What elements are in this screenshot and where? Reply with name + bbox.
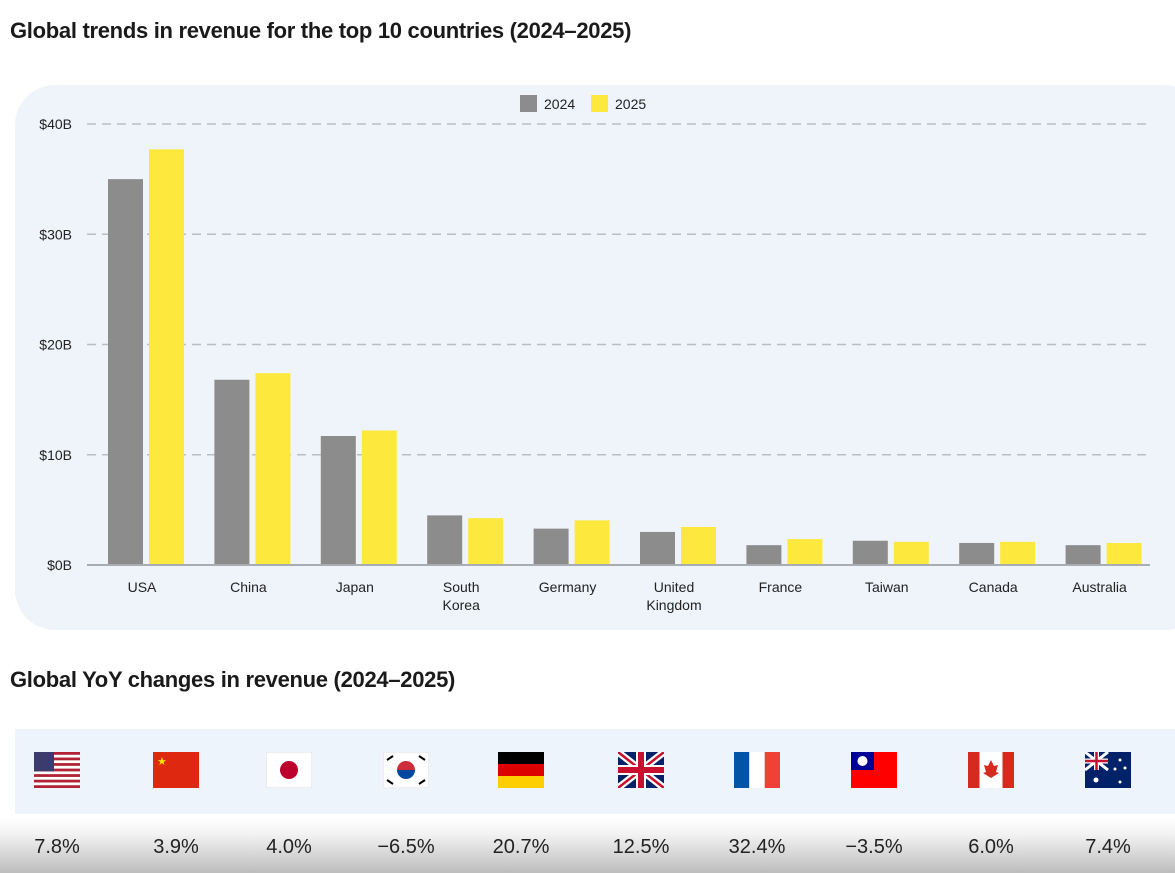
- bar-2024: [746, 545, 782, 565]
- y-tick-label: $40B: [39, 116, 72, 132]
- fr-flag-icon: [734, 752, 780, 788]
- de-flag-icon: [498, 752, 544, 788]
- legend-label-2024: 2024: [544, 96, 575, 112]
- yoy-value: −6.5%: [377, 836, 435, 858]
- yoy-value: 6.0%: [968, 836, 1014, 858]
- bar-2024: [108, 179, 143, 565]
- bar-2024: [640, 531, 675, 565]
- bar-2025: [149, 149, 184, 566]
- bar-2024: [427, 515, 463, 565]
- yoy-value: 32.4%: [728, 836, 786, 858]
- y-tick-label: $30B: [39, 226, 72, 242]
- yoy-value: 3.9%: [153, 836, 199, 858]
- yoy-value: 7.4%: [1085, 836, 1131, 858]
- bar-2025: [468, 518, 504, 565]
- yoy-value: −3.5%: [845, 836, 903, 858]
- x-tick-label: Australia: [1072, 579, 1127, 595]
- bar-2024: [320, 436, 356, 565]
- legend-swatch-2024: [520, 95, 537, 112]
- cn-flag-icon: ★: [153, 752, 199, 788]
- bar-2024: [1065, 545, 1101, 565]
- gb-flag-icon: [615, 749, 667, 791]
- bar-2024: [959, 542, 995, 565]
- x-tick-label-line: United: [654, 579, 694, 595]
- x-tick-label-line: South: [443, 579, 480, 595]
- svg-text:★: ★: [157, 756, 167, 768]
- jp-flag-icon: [265, 751, 313, 789]
- x-tick-label-line: Korea: [443, 597, 481, 613]
- bar-2025: [893, 541, 929, 565]
- yoy-value: 12.5%: [612, 836, 670, 858]
- bar-2024: [852, 540, 888, 565]
- bar-2025: [787, 539, 823, 565]
- x-tick-label-line: France: [759, 579, 803, 595]
- y-tick-label: $0B: [47, 557, 72, 573]
- legend-swatch-2025: [591, 95, 608, 112]
- yoy-value: 4.0%: [266, 836, 312, 858]
- x-tick-label: Taiwan: [865, 579, 909, 595]
- bar-chart: $0B $10B $20B $30B $40B USA China Japan South Kor…: [39, 95, 1150, 613]
- x-tick-label-line: China: [230, 579, 267, 595]
- x-tick-label-line: Australia: [1072, 579, 1127, 595]
- yoy-value: 20.7%: [492, 836, 550, 858]
- x-tick-label: China: [230, 579, 267, 595]
- us-flag-icon: [34, 752, 80, 788]
- yoy-value: 7.8%: [34, 836, 80, 858]
- kr-flag-icon: [382, 751, 430, 789]
- bar-2024: [533, 528, 569, 565]
- bar-2025: [255, 373, 291, 565]
- y-tick-label: $10B: [39, 447, 72, 463]
- bar-2024: [214, 379, 250, 565]
- yoy-values-strip: [0, 818, 1175, 873]
- x-tick-label: Japan: [336, 579, 374, 595]
- yoy-title: Global YoY changes in revenue (2024–2025…: [10, 667, 456, 692]
- bar-2025: [1000, 541, 1036, 565]
- ca-flag-icon: [968, 752, 1014, 788]
- chart-title: Global trends in revenue for the top 10 …: [10, 18, 632, 43]
- x-tick-label: Canada: [969, 579, 1018, 595]
- au-flag-icon: [1084, 750, 1131, 788]
- x-tick-label: Germany: [539, 579, 597, 595]
- bar-2025: [361, 430, 397, 565]
- x-tick-label: South Korea: [443, 579, 481, 613]
- legend-label-2025: 2025: [615, 96, 646, 112]
- bar-2025: [1106, 542, 1142, 565]
- bar-2025: [681, 526, 716, 565]
- x-tick-label-line: Japan: [336, 579, 374, 595]
- x-tick-label-line: Canada: [969, 579, 1018, 595]
- x-tick-label: United Kingdom: [646, 579, 701, 613]
- x-tick-label: France: [759, 579, 803, 595]
- x-tick-label-line: Kingdom: [646, 597, 701, 613]
- tw-flag-icon: [851, 752, 897, 788]
- x-tick-label-line: Germany: [539, 579, 597, 595]
- y-tick-label: $20B: [39, 337, 72, 353]
- x-tick-label-line: USA: [128, 579, 157, 595]
- x-tick-label: USA: [128, 579, 157, 595]
- x-tick-label-line: Taiwan: [865, 579, 909, 595]
- bar-2025: [574, 520, 610, 565]
